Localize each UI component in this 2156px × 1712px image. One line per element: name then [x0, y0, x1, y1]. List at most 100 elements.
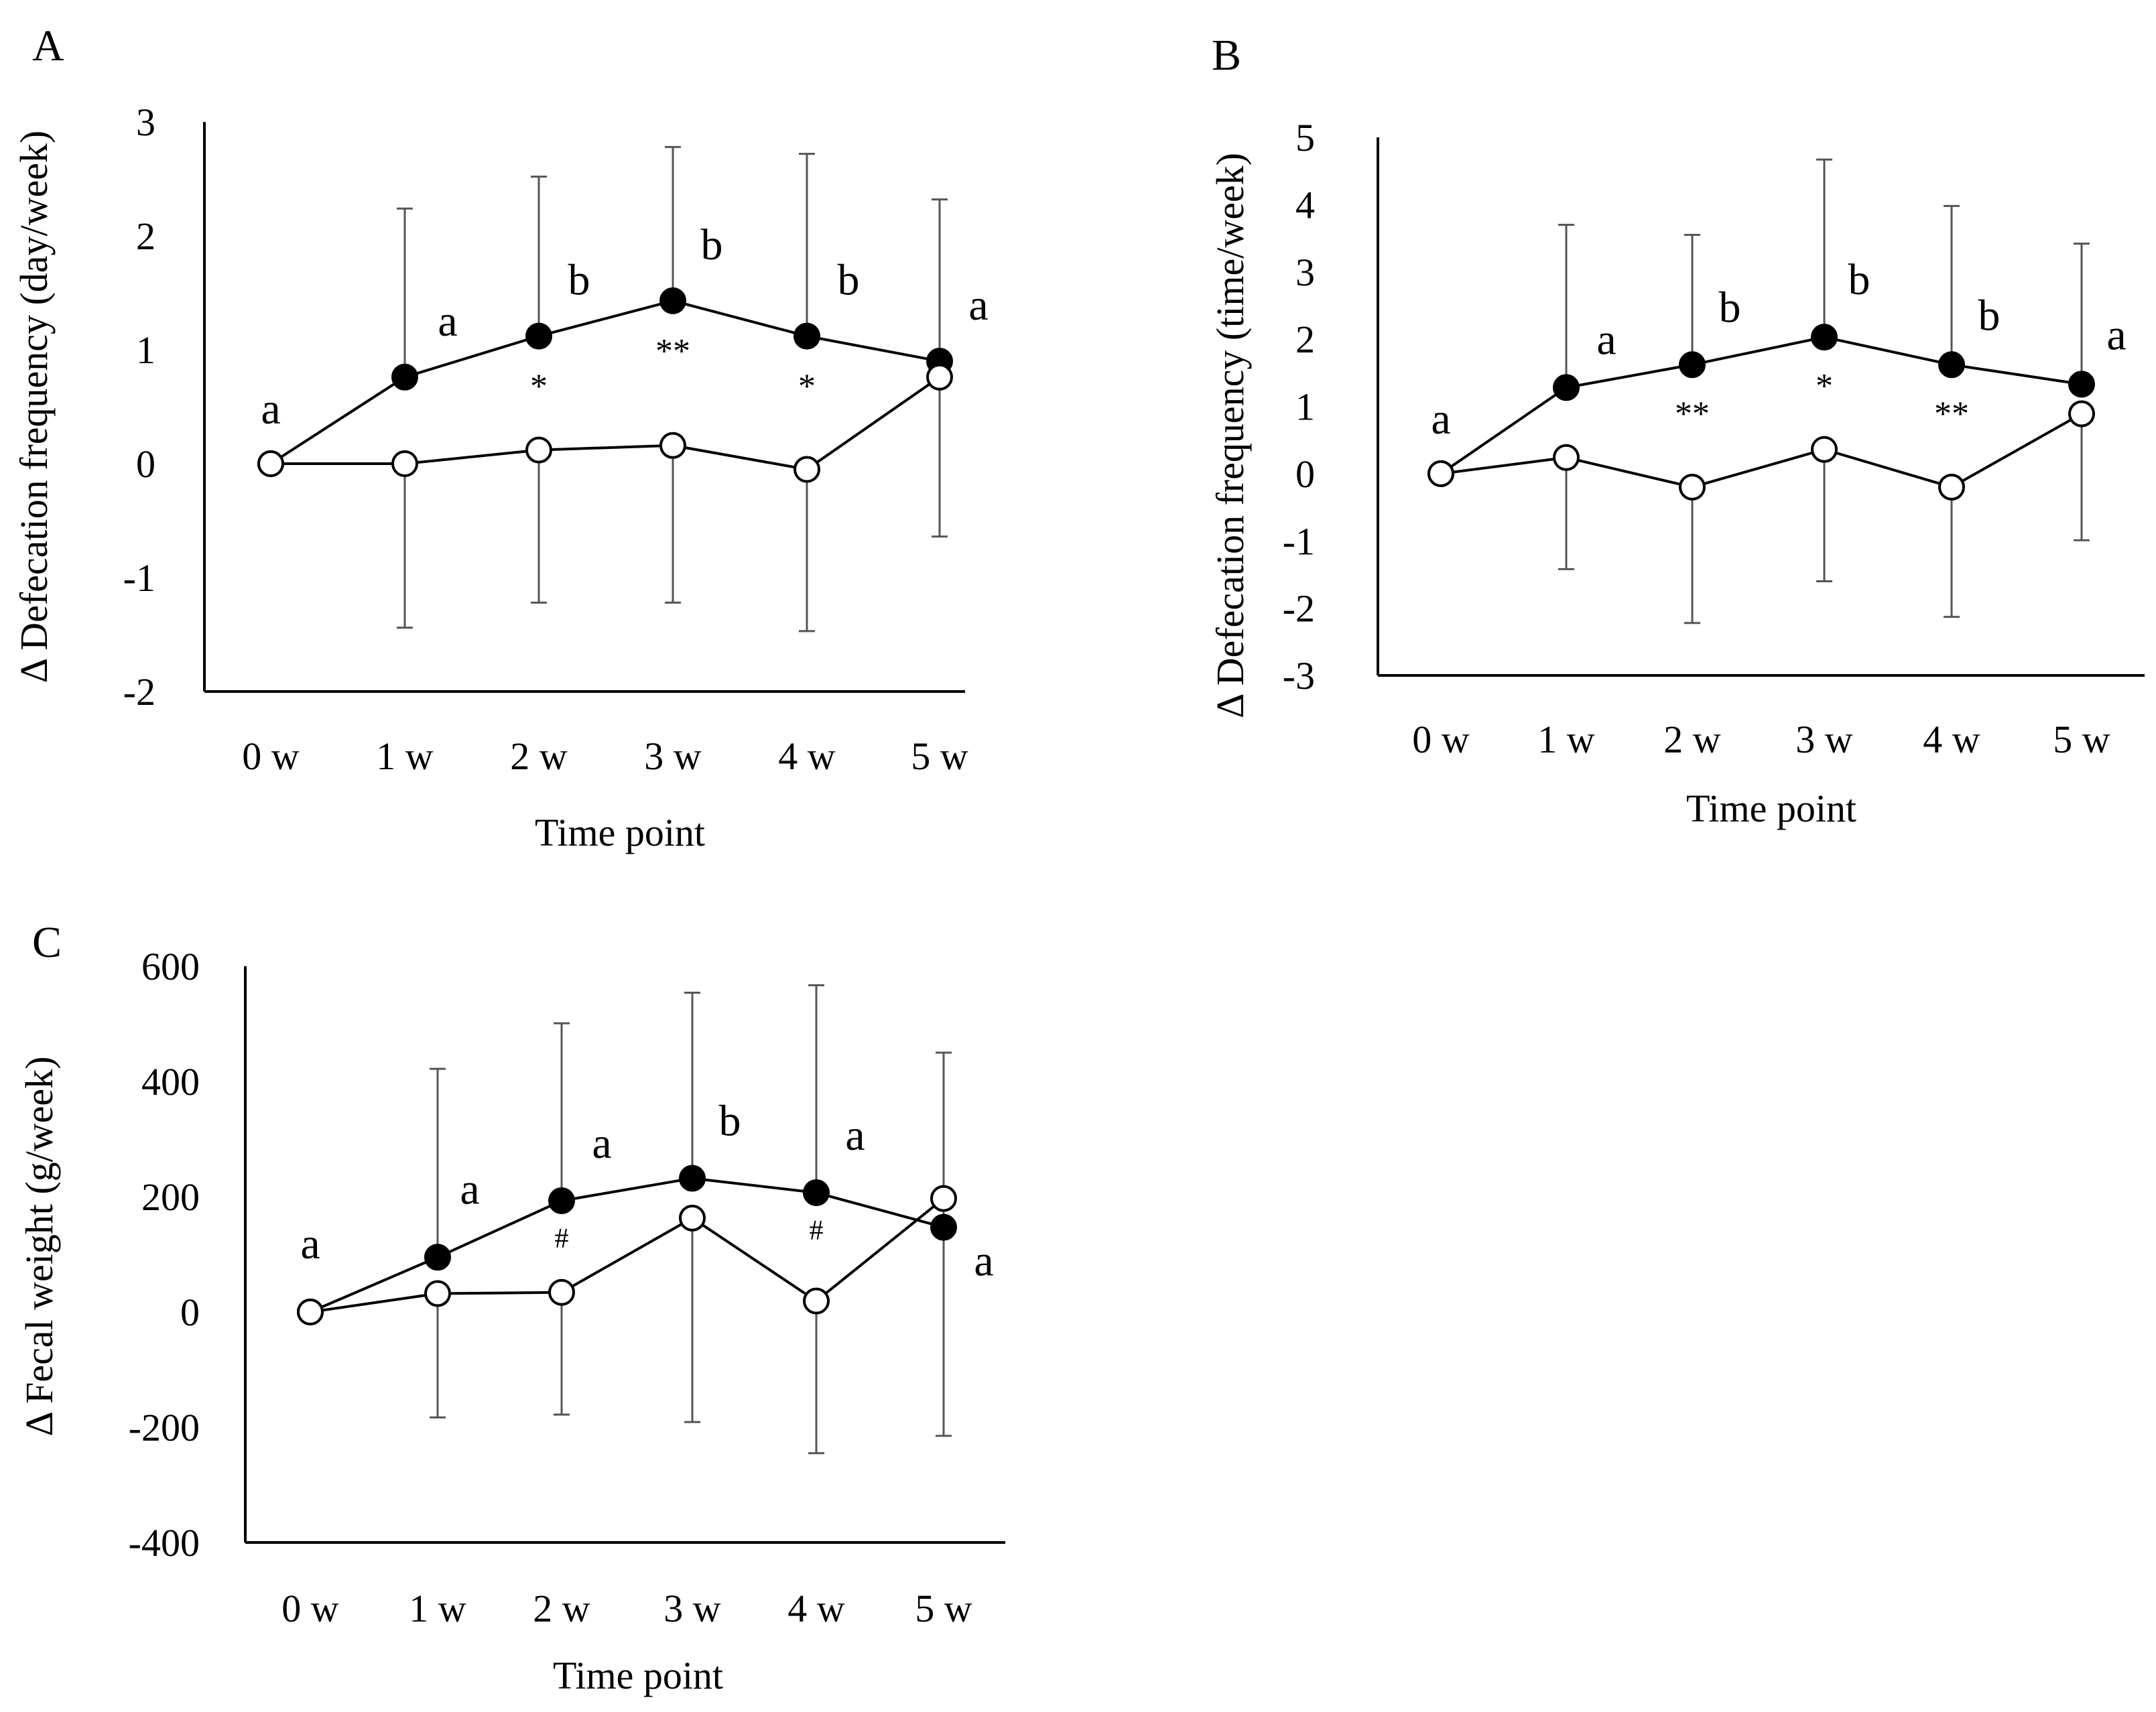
- y-tick-label: 4: [1295, 183, 1315, 226]
- y-tick-label: 3: [136, 101, 155, 144]
- data-point-open: [391, 450, 418, 477]
- x-tick-label: 3 w: [663, 1587, 721, 1630]
- data-point-filled: [803, 1179, 830, 1206]
- y-tick-label: 2: [1295, 318, 1315, 361]
- y-tick-label: 0: [136, 442, 155, 486]
- significance-marker: **: [1934, 395, 1969, 433]
- significance-marker: **: [1675, 395, 1710, 433]
- x-axis-title: Time point: [553, 1654, 723, 1697]
- data-point-filled: [548, 1187, 575, 1215]
- series-line-open: [310, 1197, 945, 1313]
- chart-panel-c: C -400 -200 0 200 400 600 0 w 1 w 2 w 3 w 4 w 5 w Tim…: [17, 918, 1005, 1697]
- x-tick-label: 5 w: [915, 1587, 972, 1630]
- significance-letter: a: [1431, 395, 1450, 444]
- series-line-filled: [310, 1177, 944, 1313]
- significance-letter: b: [1978, 291, 2001, 340]
- data-point-filled: [525, 322, 552, 350]
- significance-letter: a: [845, 1111, 865, 1160]
- data-point-filled: [679, 1165, 706, 1192]
- data-point-open: [930, 1185, 957, 1212]
- x-tick-label: 2 w: [533, 1587, 590, 1630]
- data-point-filled: [1553, 374, 1580, 401]
- x-tick-label: 4 w: [778, 734, 836, 778]
- significance-marker: #: [555, 1224, 569, 1254]
- x-tick-label: 1 w: [1537, 718, 1595, 761]
- significance-letter: b: [1719, 283, 1741, 332]
- data-point-filled: [2068, 371, 2095, 398]
- chart-panel-a: A -2 -1 0 1 2 3 0 w 1 w 2 w 3 w 4 w 5 w Time point Δ D…: [12, 21, 989, 854]
- panel-label: A: [32, 21, 64, 70]
- significance-letter: b: [701, 220, 723, 269]
- data-point-filled: [659, 287, 686, 314]
- y-tick-label: -400: [129, 1521, 200, 1565]
- y-tick-label: 200: [141, 1175, 200, 1219]
- data-point-open: [794, 456, 820, 483]
- y-tick-label: 400: [141, 1060, 200, 1104]
- significance-marker: *: [530, 368, 548, 406]
- data-point-filled: [1938, 351, 1965, 379]
- y-axis-title: Δ Fecal weight (g/week): [17, 1056, 61, 1436]
- y-tick-label: -1: [1283, 519, 1315, 563]
- data-point-filled: [391, 363, 418, 391]
- significance-letter: b: [568, 256, 590, 305]
- data-point-open: [257, 450, 284, 477]
- data-point-filled: [794, 322, 820, 350]
- data-point-open: [1428, 460, 1454, 487]
- data-point-open: [679, 1204, 706, 1232]
- y-tick-label: 1: [136, 328, 155, 372]
- y-tick-label: 600: [141, 945, 200, 988]
- y-tick-label: 2: [136, 214, 155, 258]
- chart-panel-b: B -3 -2 -1 0 1 2 3 4 5 0 w 1 w 2 w 3 w 4 w 5 w Time poin…: [1208, 31, 2145, 830]
- significance-letter: a: [974, 1237, 993, 1286]
- data-point-open: [659, 432, 686, 459]
- x-tick-label: 3 w: [644, 734, 702, 778]
- significance-letter: a: [968, 281, 988, 330]
- data-point-filled: [930, 1213, 957, 1241]
- significance-letter: b: [1848, 255, 1870, 304]
- x-tick-label: 1 w: [409, 1587, 466, 1630]
- x-tick-label: 2 w: [1663, 718, 1721, 761]
- x-tick-label: 4 w: [787, 1587, 845, 1630]
- significance-letter: b: [719, 1096, 741, 1145]
- y-tick-label: -1: [123, 556, 155, 600]
- series-line-filled: [269, 299, 940, 465]
- data-point-open: [2068, 400, 2095, 427]
- x-axis-title: Time point: [1686, 787, 1856, 830]
- y-tick-label: -2: [1283, 587, 1315, 631]
- x-tick-label: 0 w: [242, 734, 300, 778]
- significance-letter: b: [838, 256, 860, 305]
- y-tick-label: 1: [1295, 385, 1315, 429]
- x-tick-label: 4 w: [1923, 718, 1980, 761]
- x-axis-title: Time point: [535, 811, 705, 854]
- y-tick-label: -2: [123, 670, 155, 714]
- significance-marker: **: [655, 332, 690, 371]
- x-tick-label: 5 w: [911, 734, 968, 778]
- x-tick-label: 2 w: [510, 734, 568, 778]
- significance-letter: a: [592, 1119, 611, 1168]
- significance-marker: *: [798, 368, 816, 406]
- panel-label: B: [1212, 31, 1241, 80]
- data-point-open: [424, 1280, 451, 1307]
- y-tick-label: 3: [1295, 251, 1315, 294]
- data-point-open: [926, 363, 953, 391]
- data-point-open: [1679, 473, 1706, 501]
- data-point-open: [525, 436, 552, 464]
- y-tick-label: 0: [180, 1291, 200, 1334]
- series-line-open: [271, 376, 941, 471]
- y-tick-label: 0: [1295, 452, 1315, 496]
- data-point-filled: [424, 1244, 451, 1271]
- significance-letter: a: [438, 297, 457, 346]
- significance-letter: a: [1596, 315, 1616, 364]
- y-axis-title: Δ Defecation frequency (day/week): [12, 131, 56, 683]
- x-tick-label: 0 w: [281, 1587, 339, 1630]
- series-line-filled: [1440, 336, 2082, 475]
- data-point-filled: [1679, 351, 1706, 379]
- data-point-open: [1938, 473, 1965, 501]
- data-point-filled: [1811, 324, 1838, 351]
- y-axis-title: Δ Defecation frequency (time/week): [1208, 153, 1252, 718]
- data-point-open: [548, 1278, 575, 1306]
- data-point-open: [1811, 436, 1838, 463]
- y-tick-label: 5: [1295, 116, 1315, 159]
- x-tick-label: 0 w: [1412, 718, 1470, 761]
